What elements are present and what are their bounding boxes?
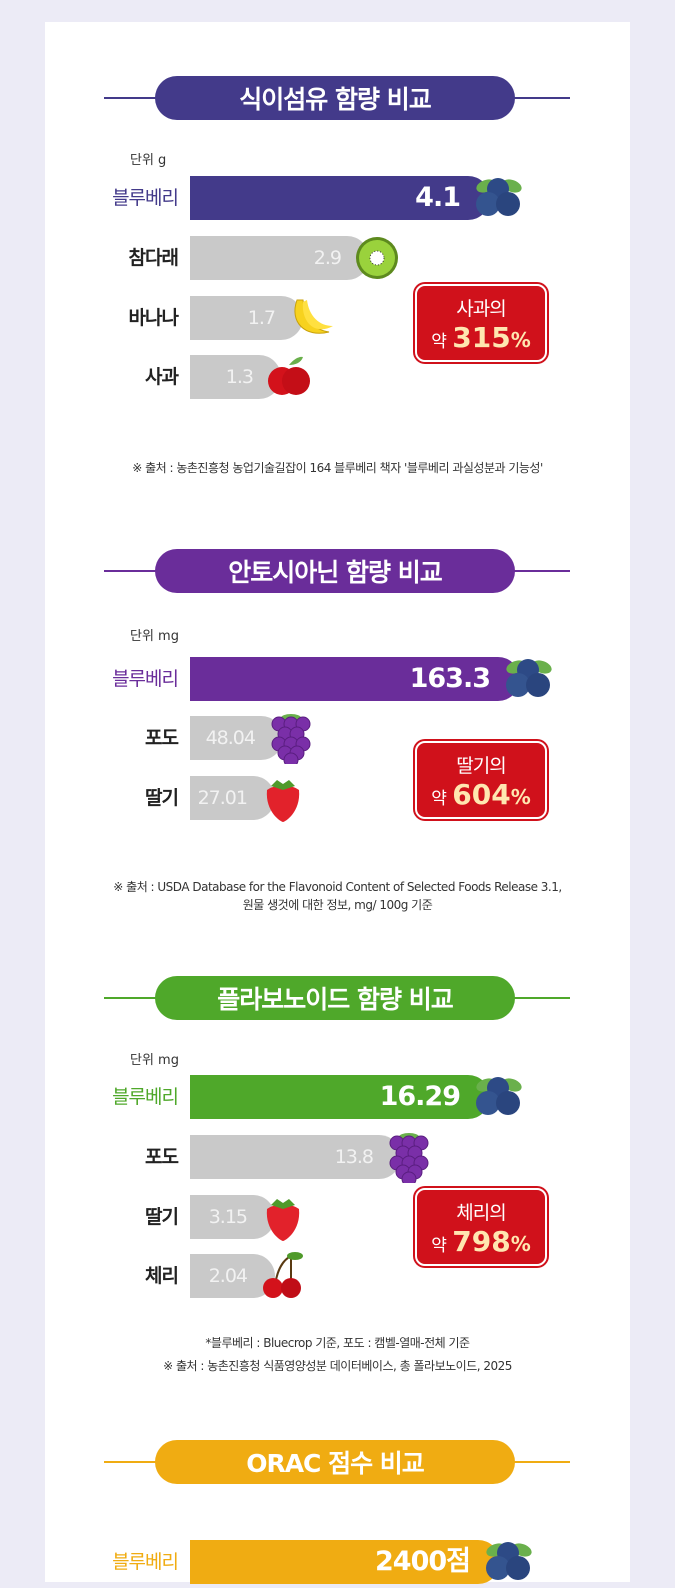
source-note: *블루베리 : Bluecrop 기준, 포도 : 캠벨-열매-전체 기준 — [205, 1336, 470, 1350]
callout-value: 798 — [452, 1225, 511, 1258]
value-label: 2400점 — [375, 1546, 471, 1577]
callout-value: 604 — [452, 778, 511, 811]
source-note: ※ 출처 : USDA Database for the Flavonoid C… — [113, 880, 562, 894]
category-label: 사과 — [145, 366, 179, 388]
category-label: 딸기 — [145, 787, 179, 809]
bar-row: 참다래 2.9 — [0, 236, 675, 280]
grape-icon — [271, 714, 311, 764]
cherry-icon — [263, 1252, 303, 1298]
category-label: 블루베리 — [112, 1551, 179, 1573]
category-label: 바나나 — [128, 307, 179, 329]
bar-row: 블루베리 2400점 — [0, 1540, 675, 1584]
bar-row: 블루베리 16.29 — [0, 1075, 675, 1119]
section-title: 안토시아닌 함량 비교 — [155, 549, 515, 593]
banana-icon — [294, 299, 333, 334]
value-label: 2.9 — [313, 247, 342, 269]
category-label: 블루베리 — [112, 187, 179, 209]
blueberry-icon — [506, 659, 552, 697]
strawberry-icon — [266, 780, 300, 822]
section-title: 플라보노이드 함량 비교 — [155, 976, 515, 1020]
bar: 2.9 — [190, 236, 369, 280]
category-label: 블루베리 — [112, 1086, 179, 1108]
unit-label: 단위 g — [130, 153, 167, 168]
bar-row: 포도 48.04 — [0, 714, 675, 764]
bar-row: 바나나 1.7 — [0, 296, 675, 340]
blueberry-icon — [476, 1077, 522, 1115]
bar-row: 블루베리 4.1 — [0, 176, 675, 220]
source-note: 원물 생것에 대한 정보, mg/ 100g 기준 — [242, 898, 433, 912]
comparison-callout: 체리의 약 798% — [415, 1188, 547, 1266]
bar-row: 딸기 27.01 — [0, 776, 675, 822]
bar: 163.3 — [190, 657, 520, 701]
value-label: 4.1 — [415, 182, 461, 213]
callout-line1: 사과의 — [456, 298, 506, 320]
value-label: 48.04 — [205, 727, 256, 749]
bar: 13.8 — [190, 1135, 401, 1179]
bar: 27.01 — [190, 776, 275, 820]
category-label: 블루베리 — [112, 668, 179, 690]
kiwi-icon — [356, 237, 398, 279]
bar: 4.1 — [190, 176, 490, 220]
callout-suffix: % — [510, 328, 531, 352]
category-label: 포도 — [145, 1146, 179, 1168]
apple-icon — [268, 356, 310, 395]
source-note: ※ 출처 : 농촌진흥청 식품영양성분 데이터베이스, 총 폴라보노이드, 20… — [163, 1359, 512, 1373]
bar: 1.7 — [190, 296, 303, 340]
bar-row: 딸기 3.15 — [0, 1195, 675, 1241]
value-label: 163.3 — [409, 663, 491, 694]
comparison-callout: 딸기의 약 604% — [415, 741, 547, 819]
value-label: 3.15 — [208, 1206, 248, 1228]
bar: 3.15 — [190, 1195, 275, 1239]
strawberry-icon — [266, 1199, 300, 1241]
callout-prefix: 약 — [431, 332, 447, 352]
category-label: 포도 — [145, 727, 179, 749]
value-label: 1.7 — [247, 307, 276, 329]
bar-row: 사과 1.3 — [0, 355, 675, 399]
bar: 2400점 — [190, 1540, 500, 1584]
category-label: 체리 — [145, 1265, 179, 1287]
value-label: 16.29 — [379, 1081, 461, 1112]
section-title: ORAC 점수 비교 — [155, 1440, 515, 1484]
bar: 48.04 — [190, 716, 283, 760]
bar-row: 포도 13.8 — [0, 1133, 675, 1183]
grape-icon — [389, 1133, 429, 1183]
comparison-callout: 사과의 약 315% — [415, 284, 547, 362]
callout-suffix: % — [510, 785, 531, 809]
callout-line1: 딸기의 — [456, 755, 506, 777]
category-label: 딸기 — [145, 1206, 179, 1228]
value-label: 2.04 — [208, 1265, 248, 1287]
bar: 2.04 — [190, 1254, 275, 1298]
bar: 16.29 — [190, 1075, 490, 1119]
callout-prefix: 약 — [431, 1236, 447, 1256]
value-label: 13.8 — [334, 1146, 374, 1168]
bar-row: 블루베리 163.3 — [0, 657, 675, 701]
bar: 1.3 — [190, 355, 281, 399]
callout-line1: 체리의 — [456, 1202, 506, 1224]
blueberry-icon — [476, 178, 522, 216]
unit-label: 단위 mg — [130, 629, 179, 644]
source-note: ※ 출처 : 농촌진흥청 농업기술길잡이 164 블루베리 책자 '블루베리 과… — [132, 461, 543, 475]
bar-row: 체리 2.04 — [0, 1252, 675, 1298]
unit-label: 단위 mg — [130, 1053, 179, 1068]
callout-suffix: % — [510, 1232, 531, 1256]
callout-value: 315 — [452, 321, 511, 354]
value-label: 1.3 — [225, 366, 254, 388]
section-title: 식이섬유 함량 비교 — [155, 76, 515, 120]
category-label: 참다래 — [128, 247, 179, 269]
callout-prefix: 약 — [431, 789, 447, 809]
value-label: 27.01 — [197, 787, 248, 809]
blueberry-icon — [486, 1542, 532, 1580]
